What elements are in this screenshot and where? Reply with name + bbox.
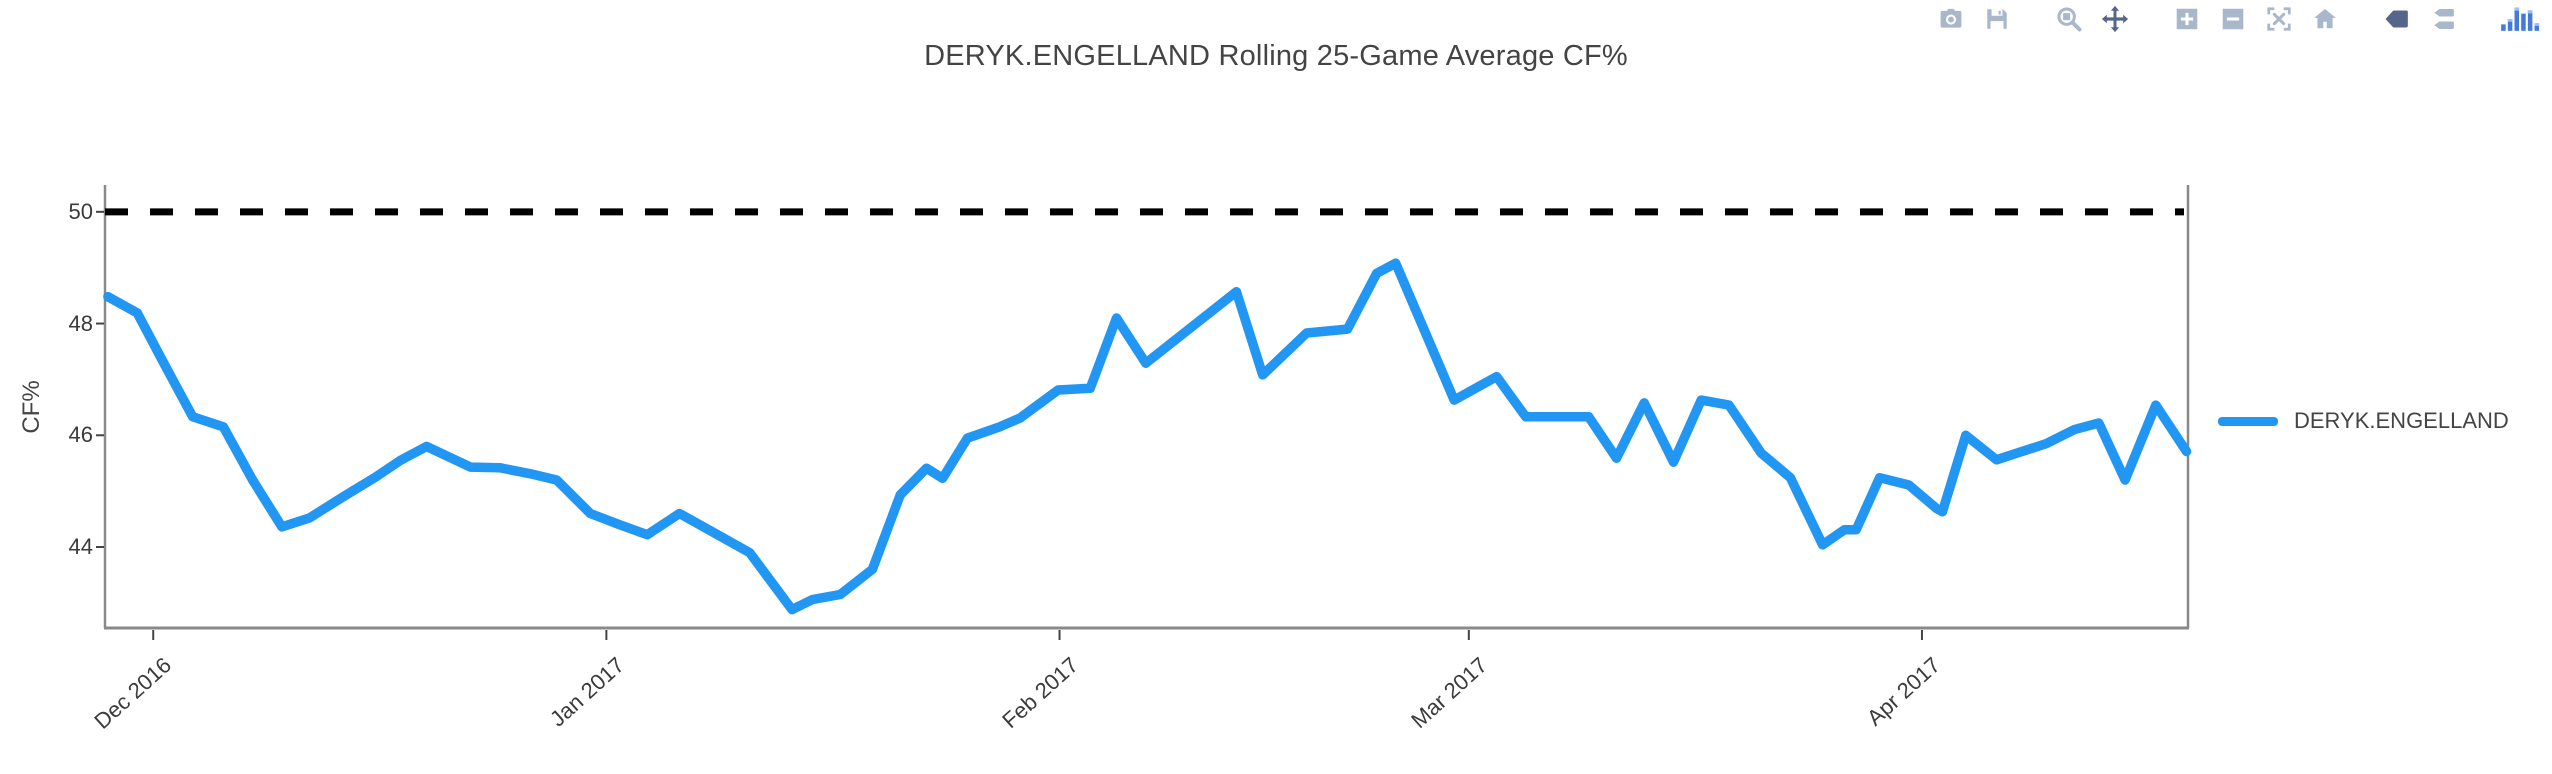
modebar-group-dragmode: [2046, 3, 2138, 35]
download-camera-icon[interactable]: [1928, 3, 1974, 35]
hover-closest-tag-icon[interactable]: [2374, 3, 2420, 35]
modebar-group-zoomlevel: [2164, 3, 2348, 35]
zoom-in-icon[interactable]: [2164, 3, 2210, 35]
y-tick-label: 48: [68, 310, 93, 336]
chart-title: DERYK.ENGELLAND Rolling 25-Game Average …: [924, 40, 1628, 72]
legend-item[interactable]: DERYK.ENGELLAND: [2218, 408, 2509, 434]
modebar-group-logo: [2492, 3, 2548, 35]
legend-line-swatch: [2218, 416, 2278, 426]
modebar: [1928, 3, 2548, 35]
legend: DERYK.ENGELLAND: [2218, 408, 2509, 434]
hover-compare-tags-icon[interactable]: [2420, 3, 2466, 35]
zoom-out-icon[interactable]: [2210, 3, 2256, 35]
save-disk-icon[interactable]: [1974, 3, 2020, 35]
y-tick-label: 44: [68, 533, 93, 559]
pan-arrows-icon[interactable]: [2092, 3, 2138, 35]
series-line[interactable]: [103, 258, 2192, 615]
modebar-group-export: [1928, 3, 2020, 35]
legend-label: DERYK.ENGELLAND: [2294, 408, 2509, 433]
y-tick-label: 50: [68, 198, 93, 224]
modebar-group-hover: [2374, 3, 2466, 35]
zoom-magnifier-icon[interactable]: [2046, 3, 2092, 35]
autoscale-icon[interactable]: [2256, 3, 2302, 35]
plotly-logo-icon[interactable]: [2492, 3, 2548, 35]
reset-axes-home-icon[interactable]: [2302, 3, 2348, 35]
y-tick-label: 46: [68, 422, 93, 448]
